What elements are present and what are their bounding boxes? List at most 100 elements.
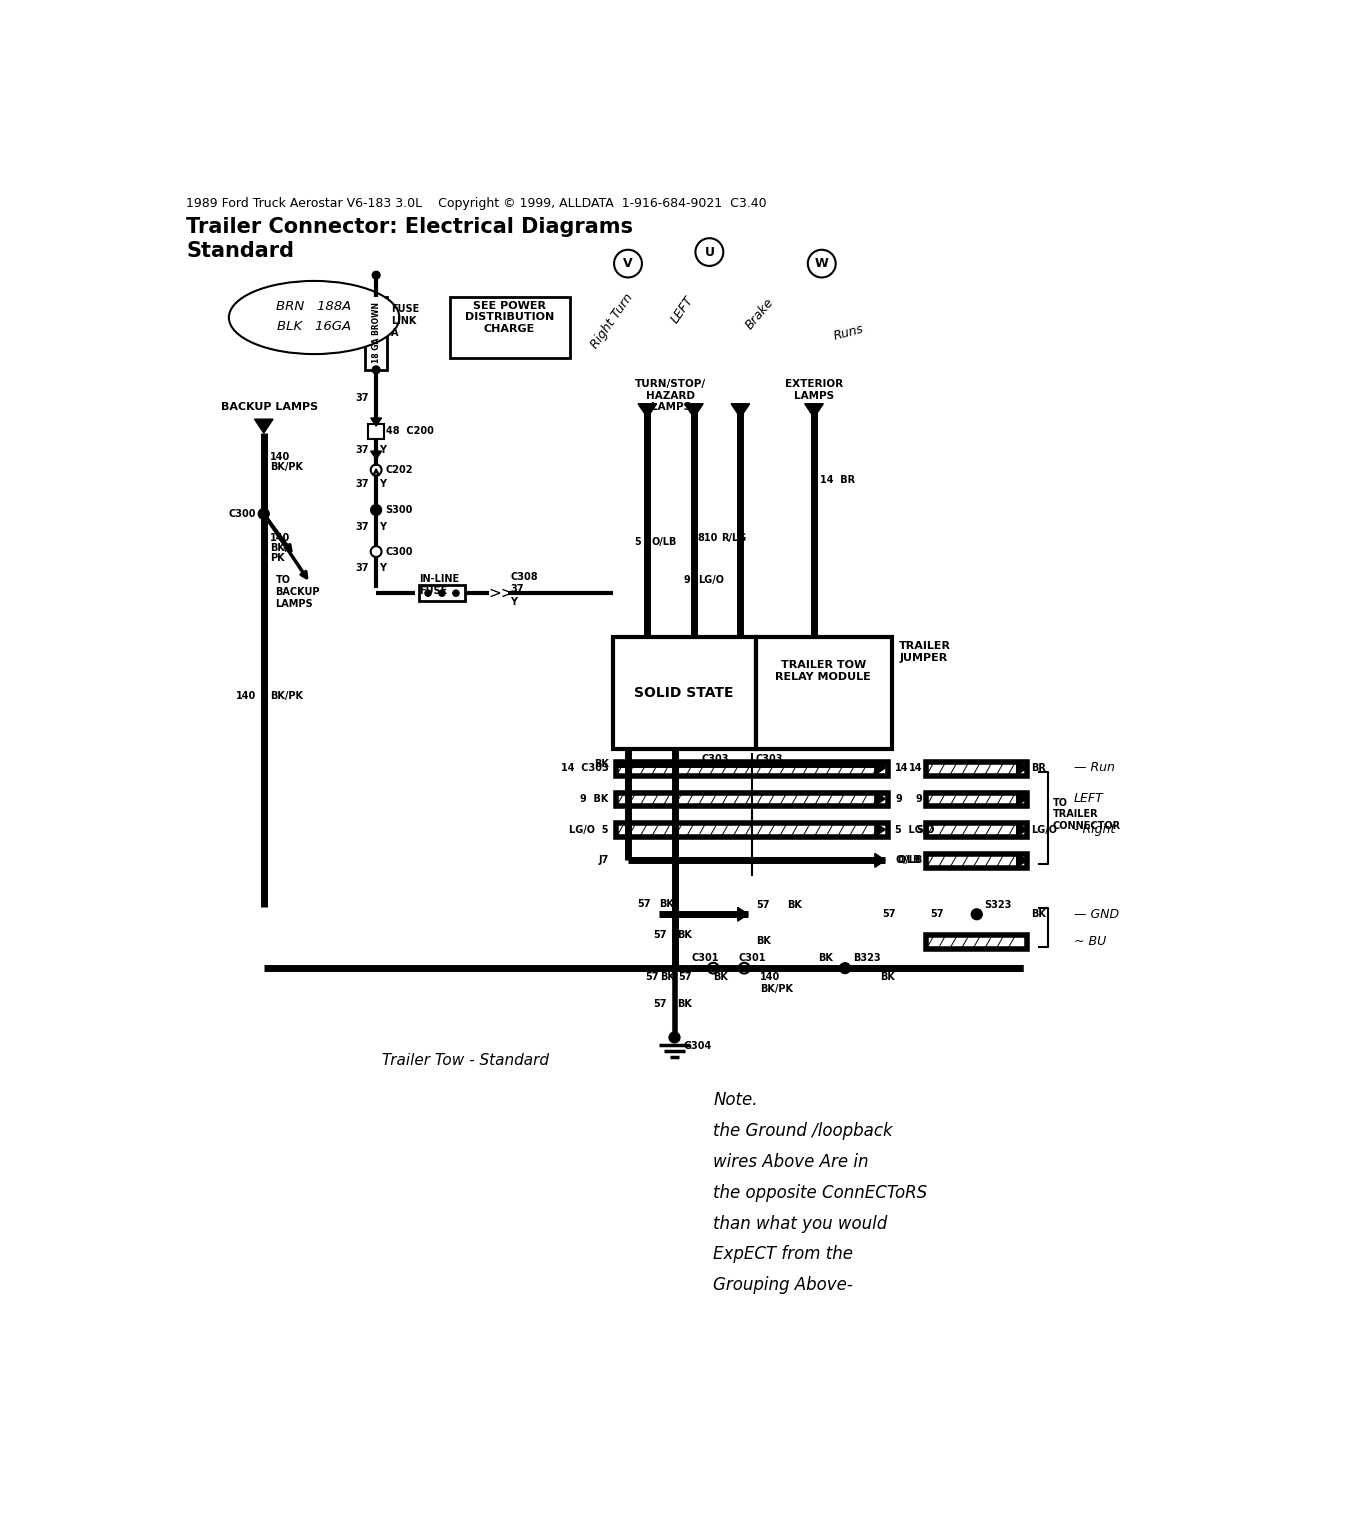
Bar xyxy=(616,762,888,775)
Text: 9: 9 xyxy=(895,793,902,804)
Text: 37: 37 xyxy=(355,480,369,489)
Text: 9: 9 xyxy=(915,793,922,804)
Bar xyxy=(419,585,466,602)
Text: 5: 5 xyxy=(915,824,922,835)
Text: BLK   16GA: BLK 16GA xyxy=(277,320,351,334)
Text: 57: 57 xyxy=(679,972,691,982)
Text: Brake: Brake xyxy=(743,295,776,332)
Text: ExpECT from the: ExpECT from the xyxy=(713,1246,854,1264)
Text: LG/O: LG/O xyxy=(1031,824,1057,835)
Bar xyxy=(926,762,1027,775)
Text: TRAILER
JUMPER: TRAILER JUMPER xyxy=(899,641,951,663)
Bar xyxy=(926,854,1027,868)
Text: 140
BK/PK: 140 BK/PK xyxy=(759,972,792,993)
Circle shape xyxy=(258,509,269,519)
Text: 14  C303: 14 C303 xyxy=(561,763,609,774)
Text: Grouping Above-: Grouping Above- xyxy=(713,1276,854,1295)
Text: 9: 9 xyxy=(683,576,690,585)
Text: LG/O: LG/O xyxy=(698,576,724,585)
Circle shape xyxy=(370,504,381,515)
Text: Trailer Connector: Electrical Diagrams: Trailer Connector: Electrical Diagrams xyxy=(186,218,634,238)
Polygon shape xyxy=(1016,762,1027,775)
Text: 48  C200: 48 C200 xyxy=(387,426,434,437)
Text: EXTERIOR
LAMPS: EXTERIOR LAMPS xyxy=(785,379,843,401)
Bar xyxy=(449,297,570,358)
Text: BK: BK xyxy=(1031,909,1046,920)
Text: 140: 140 xyxy=(270,533,290,544)
Circle shape xyxy=(454,589,459,595)
Polygon shape xyxy=(738,908,749,921)
Text: 57: 57 xyxy=(638,899,652,909)
Text: - Right: - Right xyxy=(1074,822,1115,836)
Polygon shape xyxy=(1016,853,1027,867)
Text: Y: Y xyxy=(380,480,387,489)
Circle shape xyxy=(373,366,380,373)
Text: ~ BU: ~ BU xyxy=(1074,935,1106,947)
Bar xyxy=(612,637,755,749)
Text: Standard: Standard xyxy=(186,241,294,260)
Text: Y: Y xyxy=(380,521,387,532)
Circle shape xyxy=(971,909,982,920)
Text: Trailer Tow - Standard: Trailer Tow - Standard xyxy=(381,1052,549,1068)
Text: BK: BK xyxy=(676,929,691,940)
Text: 140: 140 xyxy=(236,691,255,701)
Text: U: U xyxy=(705,245,714,259)
Bar xyxy=(616,824,888,838)
Text: 140: 140 xyxy=(270,452,290,463)
Circle shape xyxy=(840,963,851,973)
Text: C308: C308 xyxy=(510,571,538,582)
Polygon shape xyxy=(370,417,381,426)
Text: Note.: Note. xyxy=(713,1092,758,1109)
Text: 57: 57 xyxy=(755,900,769,911)
Text: 18 GA BROWN: 18 GA BROWN xyxy=(372,303,381,364)
Text: BK: BK xyxy=(713,972,728,982)
Text: TRAILER TOW
RELAY MODULE: TRAILER TOW RELAY MODULE xyxy=(776,659,872,682)
Text: C301: C301 xyxy=(738,953,766,963)
Polygon shape xyxy=(874,792,885,806)
Text: BR: BR xyxy=(1031,763,1046,774)
Polygon shape xyxy=(874,822,885,836)
Text: 57: 57 xyxy=(646,972,658,982)
Text: BK: BK xyxy=(660,972,675,982)
Text: BK: BK xyxy=(676,999,691,1008)
Bar xyxy=(755,637,892,749)
Text: G304: G304 xyxy=(684,1042,712,1051)
Text: TO
BACKUP
LAMPS: TO BACKUP LAMPS xyxy=(276,576,320,609)
Polygon shape xyxy=(731,404,750,417)
Polygon shape xyxy=(254,419,273,433)
Bar xyxy=(365,297,387,370)
Text: 9  BK: 9 BK xyxy=(581,793,609,804)
Text: the opposite ConnECToRS: the opposite ConnECToRS xyxy=(713,1183,928,1202)
Text: LEFT: LEFT xyxy=(668,294,697,326)
Bar xyxy=(926,792,1027,807)
Text: 14: 14 xyxy=(908,763,922,774)
Text: O/LB: O/LB xyxy=(897,856,922,865)
Text: Y: Y xyxy=(510,597,518,608)
Polygon shape xyxy=(805,404,824,417)
Text: PK: PK xyxy=(270,553,284,564)
Polygon shape xyxy=(638,404,657,417)
Text: — GND: — GND xyxy=(1074,908,1119,921)
Text: >>: >> xyxy=(489,585,514,600)
Polygon shape xyxy=(874,853,885,867)
Text: BK: BK xyxy=(658,899,673,909)
Text: 810: 810 xyxy=(698,533,719,544)
Text: — Run: — Run xyxy=(1074,762,1115,775)
Text: LG/O  5: LG/O 5 xyxy=(570,824,609,835)
Text: 37: 37 xyxy=(510,583,523,594)
Text: BRN   188A: BRN 188A xyxy=(276,300,352,312)
Text: 14  BR: 14 BR xyxy=(820,475,855,486)
Polygon shape xyxy=(1016,822,1027,836)
Text: R/LG: R/LG xyxy=(721,533,746,544)
Text: SOLID STATE: SOLID STATE xyxy=(634,685,734,699)
Text: TURN/STOP/
HAZARD
LAMPS: TURN/STOP/ HAZARD LAMPS xyxy=(635,379,706,413)
Text: LEFT: LEFT xyxy=(1074,792,1104,806)
Text: FUSE
LINK
A: FUSE LINK A xyxy=(391,305,419,338)
Text: BK: BK xyxy=(787,900,802,911)
Text: S300: S300 xyxy=(385,506,413,515)
Text: Y: Y xyxy=(380,564,387,573)
Text: BK/: BK/ xyxy=(270,544,288,553)
Text: BK: BK xyxy=(594,758,609,769)
Text: J7: J7 xyxy=(598,856,609,865)
Polygon shape xyxy=(874,762,885,775)
